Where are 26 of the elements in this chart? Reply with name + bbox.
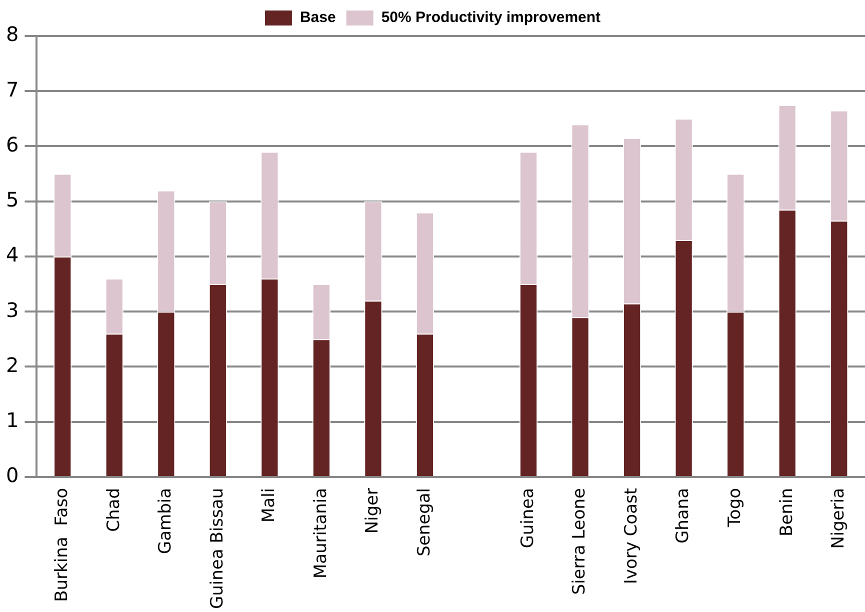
y-tick-label: 7 bbox=[6, 77, 19, 102]
y-tick-label: 4 bbox=[6, 242, 19, 267]
x-tick-label: Guinea Bissau bbox=[207, 488, 228, 610]
x-tick-label: Senegal bbox=[414, 488, 434, 556]
x-tick-label: Mauritania bbox=[310, 488, 331, 579]
y-tick-label: 6 bbox=[6, 132, 19, 156]
x-tick-label: Chad bbox=[104, 488, 124, 532]
x-tick-label: Mali bbox=[259, 488, 280, 523]
x-tick-label: Ivory Coast bbox=[621, 488, 642, 584]
x-tick-label: Niger bbox=[362, 488, 383, 534]
x-tick-label: Sierra Leone bbox=[570, 488, 590, 595]
legend-label: Base bbox=[300, 9, 336, 26]
x-tick-label: Togo bbox=[725, 488, 746, 528]
x-tick-label: Guinea bbox=[518, 488, 538, 548]
x-tick-label: Gambia bbox=[156, 488, 176, 554]
y-tick-label: 1 bbox=[6, 408, 19, 432]
y-tick-label: 5 bbox=[6, 188, 19, 212]
y-tick-label: 8 bbox=[6, 22, 19, 46]
x-tick-label: Benin bbox=[776, 488, 797, 536]
x-tick-label: Nigeria bbox=[828, 488, 849, 549]
y-tick-label: 0 bbox=[6, 463, 19, 488]
y-tick-label: 3 bbox=[6, 298, 19, 322]
y-tick-label: 2 bbox=[6, 352, 19, 377]
x-tick-label: Burkina Faso bbox=[52, 488, 72, 602]
legend-label: 50% Productivity improvement bbox=[381, 9, 601, 26]
x-tick-label: Ghana bbox=[673, 488, 694, 544]
